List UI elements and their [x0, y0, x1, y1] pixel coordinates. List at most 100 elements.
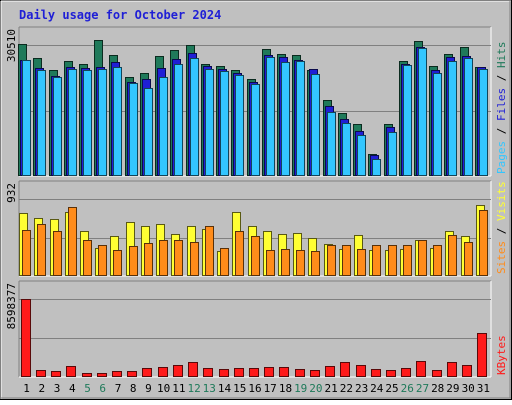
- y-axis-max-label: 8598377: [5, 283, 18, 329]
- x-tick-label-day-25: 25: [385, 382, 398, 395]
- x-tick-label-day-15: 15: [233, 382, 246, 395]
- bar-pages-day-6: [98, 69, 107, 176]
- legend-separator: /: [495, 121, 508, 141]
- bar-sites-day-29: [448, 235, 457, 276]
- bar-pages-day-29: [448, 61, 457, 176]
- bar-kbytes-day-14: [219, 369, 229, 377]
- bar-kbytes-day-15: [234, 368, 244, 377]
- bar-sites-day-19: [296, 250, 305, 276]
- bar-kbytes-day-18: [279, 367, 289, 377]
- legend-text: KBytes: [495, 335, 508, 375]
- bar-kbytes-day-5: [82, 373, 92, 377]
- x-tick-label-day-29: 29: [446, 382, 459, 395]
- bar-sites-day-11: [174, 240, 183, 276]
- bar-kbytes-day-23: [356, 365, 366, 377]
- x-tick-label-day-21: 21: [324, 382, 337, 395]
- bar-kbytes-day-11: [173, 365, 183, 377]
- x-tick-label-day-14: 14: [218, 382, 232, 395]
- bar-pages-day-14: [220, 71, 229, 176]
- panel-legend: Sites / Visits: [495, 181, 508, 274]
- bar-pages-day-19: [296, 61, 305, 176]
- legend-entry-hits: Hits: [495, 42, 508, 69]
- x-tick-label-day-12: 12: [187, 382, 200, 395]
- bar-kbytes-day-4: [66, 366, 76, 377]
- bar-pages-day-8: [129, 83, 138, 176]
- bar-pages-day-4: [68, 69, 77, 176]
- bar-pages-day-21: [327, 112, 336, 176]
- bar-kbytes-day-29: [447, 362, 457, 377]
- bar-kbytes-day-22: [340, 362, 350, 377]
- bar-pages-day-17: [266, 57, 275, 176]
- x-tick-label-day-3: 3: [54, 382, 61, 395]
- legend-entry-pages: Pages: [495, 141, 508, 174]
- bar-sites-day-4: [68, 207, 77, 276]
- legend-entry-sites: Sites: [495, 241, 508, 274]
- panel-kbytes: 8598377 KBytes: [5, 280, 508, 378]
- bar-sites-day-22: [342, 245, 351, 276]
- legend-entry-kbytes: KBytes: [495, 335, 508, 375]
- bar-pages-day-2: [37, 70, 46, 176]
- bar-sites-day-23: [357, 249, 366, 276]
- chart-panels: 30510 Pages / Files / Hits 932 Sites / Visi…: [5, 26, 508, 378]
- bar-kbytes-day-3: [51, 371, 61, 377]
- x-tick-label-day-26: 26: [401, 382, 414, 395]
- bar-sites-day-1: [22, 230, 31, 276]
- x-tick-label-day-10: 10: [157, 382, 170, 395]
- bar-sites-day-2: [37, 224, 46, 276]
- bar-sites-day-8: [129, 246, 138, 276]
- bar-kbytes-day-10: [158, 367, 168, 377]
- bar-kbytes-day-31: [477, 333, 487, 377]
- bar-pages-day-28: [433, 73, 442, 176]
- legend-text: Pages / Files / Hits: [495, 42, 508, 175]
- bar-sites-day-31: [479, 210, 488, 276]
- legend-text: Sites / Visits: [495, 181, 508, 274]
- bar-pages-day-23: [357, 135, 366, 176]
- bar-sites-day-30: [464, 242, 473, 276]
- bar-kbytes-day-6: [97, 373, 107, 377]
- bar-sites-day-15: [235, 231, 244, 276]
- x-tick-label-day-22: 22: [340, 382, 353, 395]
- bar-sites-day-18: [281, 249, 290, 276]
- bar-kbytes-day-13: [203, 368, 213, 377]
- x-tick-label-day-6: 6: [99, 382, 106, 395]
- bar-sites-day-28: [433, 245, 442, 276]
- legend-entry-files: Files: [495, 88, 508, 121]
- x-tick-label-day-11: 11: [172, 382, 185, 395]
- bar-pages-day-13: [205, 69, 214, 176]
- bar-pages-day-31: [479, 69, 488, 176]
- bar-sites-day-16: [251, 236, 260, 276]
- x-tick-label-day-2: 2: [38, 382, 45, 395]
- bar-pages-day-30: [464, 58, 473, 176]
- bar-sites-day-5: [83, 240, 92, 276]
- x-tick-label-day-9: 9: [145, 382, 152, 395]
- bar-pages-day-11: [174, 64, 183, 176]
- bar-pages-day-5: [83, 70, 92, 176]
- bar-pages-day-26: [403, 65, 412, 176]
- y-axis-max-label: 30510: [5, 29, 18, 62]
- x-tick-label-day-24: 24: [370, 382, 384, 395]
- bar-sites-day-17: [266, 250, 275, 276]
- bar-pages-day-24: [372, 159, 381, 176]
- panel-background: [19, 281, 491, 377]
- x-tick-label-day-8: 8: [130, 382, 137, 395]
- x-tick-label-day-31: 31: [477, 382, 490, 395]
- x-tick-label-day-5: 5: [84, 382, 91, 395]
- bar-kbytes-day-1: [21, 299, 31, 377]
- bar-pages-day-1: [22, 60, 31, 176]
- y-axis-max-label: 932: [5, 183, 18, 203]
- bar-sites-day-10: [159, 240, 168, 276]
- bar-sites-day-21: [327, 245, 336, 276]
- bar-sites-day-14: [220, 248, 229, 276]
- bar-kbytes-day-20: [310, 370, 320, 377]
- x-tick-label-day-28: 28: [431, 382, 444, 395]
- bar-kbytes-day-19: [295, 369, 305, 377]
- bar-pages-day-27: [418, 48, 427, 176]
- bar-kbytes-day-28: [432, 370, 442, 377]
- panel-legend: Pages / Files / Hits: [495, 42, 508, 175]
- x-tick-label-day-30: 30: [462, 382, 475, 395]
- bar-pages-day-9: [144, 88, 153, 176]
- x-axis-day-labels: 1 2 3 4 5 6 7 8 9 10 11 12 13 14 15 16 17 18 19 20 21 22 23 24 2…: [23, 382, 490, 395]
- x-tick-label-day-13: 13: [203, 382, 216, 395]
- bar-pages-day-3: [53, 77, 62, 176]
